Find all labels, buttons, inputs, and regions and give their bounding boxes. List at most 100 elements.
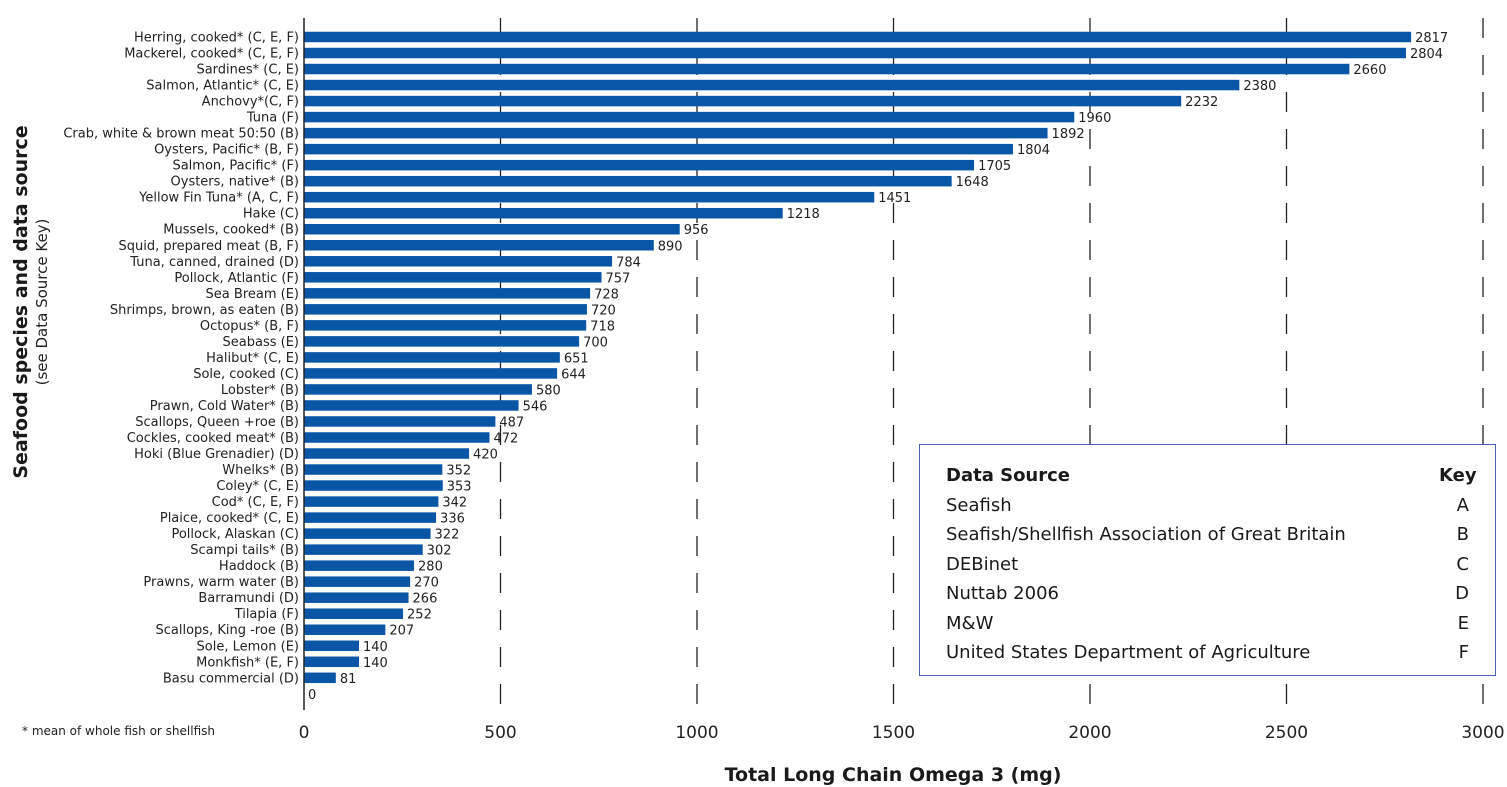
x-axis-label: Total Long Chain Omega 3 (mg) (725, 764, 1062, 786)
value-label: 580 (536, 383, 561, 398)
bar (304, 288, 591, 299)
value-label: 1648 (956, 175, 989, 190)
value-label: 1892 (1052, 127, 1085, 142)
legend-source: United States Department of Agriculture (946, 642, 1311, 664)
bars (304, 31, 1412, 684)
value-label: 2804 (1410, 47, 1443, 62)
category-label: Scampi tails* (B) (190, 543, 299, 558)
category-label: Seabass (E) (223, 335, 299, 350)
category-label: Crab, white & brown meat 50:50 (B) (63, 127, 299, 142)
value-label: 1960 (1078, 111, 1111, 126)
bar (304, 368, 558, 379)
bar (304, 191, 875, 203)
bar (304, 143, 1013, 155)
legend-header: Data Source Key (946, 461, 1477, 491)
bar (304, 624, 386, 635)
bar (304, 512, 437, 523)
bar (304, 207, 783, 219)
legend-row: DEBinet C (946, 550, 1469, 580)
bar (304, 384, 532, 395)
category-label: Coley* (C, E) (216, 479, 299, 494)
bar (304, 159, 975, 171)
category-label: Sardines* (C, E) (196, 63, 299, 78)
x-tick-labels: 0 500 1000 1500 2000 2500 3000 (299, 723, 1505, 743)
category-label: Scallops, Queen +roe (B) (135, 415, 299, 430)
value-label: 140 (363, 656, 388, 671)
bar (304, 496, 439, 507)
value-label: 1804 (1017, 143, 1050, 158)
bar (304, 672, 336, 684)
legend-source: Seafish (946, 494, 1012, 516)
bar (304, 127, 1048, 139)
bar (304, 320, 587, 331)
legend-source: Nuttab 2006 (946, 583, 1059, 605)
category-label: Hoki (Blue Grenadier) (D) (134, 447, 299, 462)
legend-key: B (1456, 524, 1469, 546)
value-label: 487 (499, 415, 524, 430)
x-tick-label: 2000 (1068, 723, 1111, 743)
value-label: 353 (447, 480, 472, 495)
bar (304, 31, 1412, 43)
category-label: Mussels, cooked* (B) (163, 223, 299, 238)
data-source-legend: Data Source Key Seafish A Seafish/Shellf… (919, 444, 1496, 676)
category-labels: Herring, cooked* (C, E, F)Mackerel, cook… (63, 31, 299, 687)
category-label: Oysters, native* (B) (171, 175, 299, 190)
value-label: 784 (616, 255, 641, 270)
bar (304, 640, 360, 652)
category-label: Mackerel, cooked* (C, E, F) (124, 47, 299, 62)
value-label: 420 (473, 448, 498, 463)
value-label: 252 (407, 608, 432, 623)
bar (304, 608, 404, 619)
footnote: * mean of whole fish or shellfish (22, 724, 215, 738)
legend-key: C (1456, 553, 1469, 575)
category-label: Sea Bream (E) (206, 287, 299, 302)
category-label: Haddock (B) (219, 559, 299, 574)
value-label: 956 (684, 223, 709, 238)
value-label: 1705 (978, 159, 1011, 174)
bar (304, 560, 415, 571)
bar (304, 544, 423, 555)
value-label: 472 (493, 432, 518, 447)
bar (304, 416, 496, 427)
category-label: Hake (C) (243, 207, 299, 222)
y-axis-label: Seafood species and data source (10, 125, 32, 478)
bar (304, 576, 411, 587)
category-label: Whelks* (B) (222, 463, 299, 478)
value-label: 280 (418, 560, 443, 575)
bar (304, 175, 952, 187)
legend-key: E (1457, 612, 1469, 634)
x-tick-label: 0 (299, 723, 310, 743)
bar (304, 63, 1350, 75)
x-tick-label: 1000 (675, 723, 718, 743)
bar (304, 256, 613, 267)
value-label: 718 (590, 319, 615, 334)
category-label: Herring, cooked* (C, E, F) (134, 31, 299, 46)
legend-row: United States Department of Agriculture … (946, 638, 1469, 668)
value-label: 336 (440, 512, 465, 527)
category-label: Pollock, Alaskan (C) (171, 527, 299, 542)
category-label: Salmon, Pacific* (F) (172, 159, 299, 174)
value-label: 322 (435, 528, 460, 543)
category-label: Yellow Fin Tuna* (A, C, F) (138, 191, 299, 206)
category-label: Basu commercial (D) (163, 671, 299, 686)
category-label: Pollock, Atlantic (F) (174, 271, 299, 286)
x-tick-label: 3000 (1461, 723, 1504, 743)
bar (304, 480, 443, 491)
category-label: Cod* (C, E, F) (212, 495, 299, 510)
value-label: 2817 (1415, 31, 1448, 46)
category-label: Anchovy*(C, F) (202, 95, 299, 110)
bar (304, 592, 409, 603)
category-label: Prawn, Cold Water* (B) (150, 399, 299, 414)
legend-row: M&W E (946, 609, 1469, 639)
value-label: 266 (413, 592, 438, 607)
category-label: Tilapia (F) (234, 607, 299, 622)
category-label: Tuna, canned, drained (D) (129, 255, 299, 270)
bar (304, 400, 519, 411)
legend-key: D (1455, 583, 1469, 605)
legend-header-source: Data Source (946, 465, 1071, 487)
legend-source: Seafish/Shellfish Association of Great B… (946, 524, 1346, 546)
category-label: Salmon, Atlantic* (C, E) (146, 79, 299, 94)
value-label: 140 (363, 640, 388, 655)
category-label: Halibut* (C, E) (206, 351, 299, 366)
